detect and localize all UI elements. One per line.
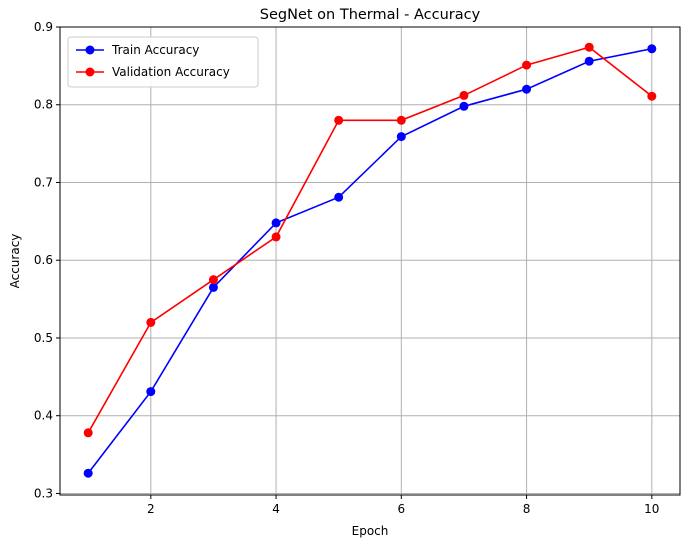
legend-marker bbox=[85, 45, 95, 55]
x-tick-label: 4 bbox=[272, 502, 280, 516]
data-point bbox=[396, 115, 406, 125]
data-point bbox=[647, 91, 657, 101]
data-point bbox=[584, 56, 594, 66]
chart-title: SegNet on Thermal - Accuracy bbox=[260, 7, 481, 23]
legend-item: Train Accuracy bbox=[76, 43, 199, 57]
y-tick-label: 0.7 bbox=[34, 175, 53, 189]
legend-item: Validation Accuracy bbox=[76, 65, 230, 79]
data-point bbox=[334, 115, 344, 125]
grid bbox=[60, 26, 680, 495]
y-axis-label: Accuracy bbox=[8, 234, 22, 289]
x-axis-label: Epoch bbox=[352, 524, 389, 538]
y-tick-label: 0.3 bbox=[34, 486, 53, 500]
y-tick-label: 0.4 bbox=[34, 409, 53, 423]
data-point bbox=[522, 60, 532, 70]
data-point bbox=[271, 232, 281, 242]
data-point bbox=[396, 132, 406, 142]
data-point bbox=[334, 192, 344, 202]
data-point bbox=[146, 387, 156, 397]
data-point bbox=[647, 44, 657, 54]
legend-label: Train Accuracy bbox=[111, 43, 199, 57]
data-point bbox=[459, 101, 469, 111]
y-tick-label: 0.6 bbox=[34, 253, 53, 267]
x-tick-label: 10 bbox=[644, 502, 659, 516]
x-tick-label: 8 bbox=[523, 502, 531, 516]
series-line bbox=[87, 46, 653, 434]
data-point bbox=[522, 84, 532, 94]
legend-frame bbox=[67, 36, 259, 88]
data-point bbox=[208, 282, 218, 292]
series-1 bbox=[83, 42, 657, 438]
series-0 bbox=[83, 44, 657, 478]
tick-layer: 2 4 6 8 10 0.3 0.4 0.5 0.6 0.7 0.8 0.9 bbox=[34, 20, 660, 516]
y-tick-label: 0.5 bbox=[34, 331, 53, 345]
x-tick-label: 2 bbox=[147, 502, 155, 516]
series-line bbox=[87, 47, 652, 474]
data-point bbox=[83, 468, 93, 478]
x-tick-label: 6 bbox=[397, 502, 405, 516]
legend-marker bbox=[85, 67, 95, 77]
y-tick-label: 0.9 bbox=[34, 20, 53, 34]
data-point bbox=[459, 90, 469, 100]
data-point bbox=[146, 317, 156, 327]
data-point bbox=[271, 218, 281, 228]
legend: Train Accuracy Validation Accuracy bbox=[67, 36, 259, 88]
data-point bbox=[83, 428, 93, 438]
y-tick-label: 0.8 bbox=[34, 98, 53, 112]
data-point bbox=[584, 42, 594, 52]
series-layer bbox=[83, 42, 657, 478]
plot-frame bbox=[59, 26, 681, 496]
data-point bbox=[208, 275, 218, 285]
legend-label: Validation Accuracy bbox=[112, 65, 230, 79]
